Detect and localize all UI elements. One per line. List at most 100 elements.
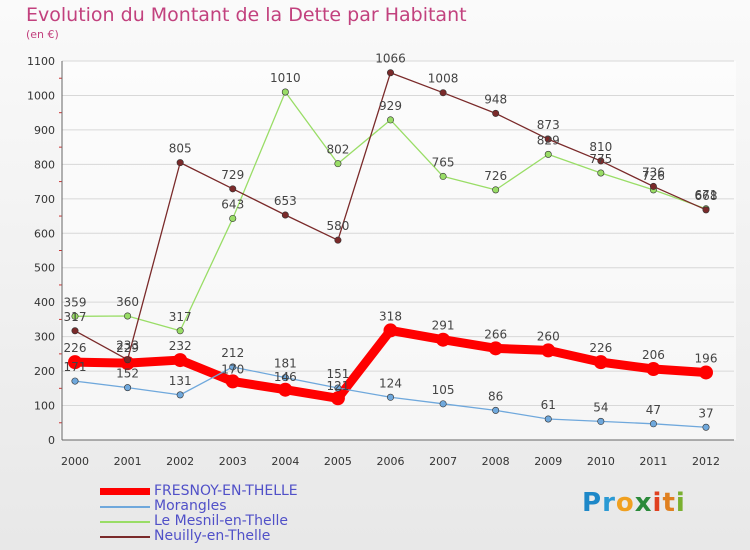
data-label-1: 181 [274, 357, 297, 371]
data-label-0: 266 [484, 327, 507, 341]
data-point-1 [439, 400, 447, 408]
y-tick-label: 400 [34, 296, 55, 309]
data-point-1 [649, 420, 657, 428]
data-point-3 [334, 236, 342, 244]
data-point-3 [176, 159, 184, 167]
data-point-1 [544, 415, 552, 423]
data-label-1: 54 [593, 400, 608, 414]
data-label-3: 736 [642, 165, 665, 179]
data-label-3: 810 [589, 140, 612, 154]
data-point-2 [229, 214, 237, 222]
x-tick-label: 2006 [377, 455, 405, 468]
data-label-0: 260 [537, 329, 560, 343]
data-point-3 [649, 182, 657, 190]
data-point-2 [544, 150, 552, 158]
data-label-1: 105 [432, 383, 455, 397]
legend-swatch-morangles [100, 506, 150, 508]
data-label-extra: 170 [221, 362, 244, 376]
data-point-1 [71, 377, 79, 385]
y-tick-label: 900 [34, 124, 55, 137]
data-label-2: 802 [326, 143, 349, 157]
data-label-3: 948 [484, 92, 507, 106]
data-point-2 [71, 312, 79, 320]
data-label-2: 726 [642, 169, 665, 183]
data-label-1: 124 [379, 376, 402, 390]
y-tick-label: 300 [34, 331, 55, 344]
data-point-3 [544, 135, 552, 143]
data-label-2: 643 [221, 197, 244, 211]
x-tick-label: 2007 [429, 455, 457, 468]
data-point-3 [281, 211, 289, 219]
data-label-0: 226 [64, 341, 87, 355]
data-label-1: 37 [698, 406, 713, 420]
data-label-1: 131 [169, 374, 192, 388]
data-label-3: 668 [695, 189, 718, 203]
data-point-0 [541, 343, 556, 358]
logo-letter: i [675, 488, 686, 518]
y-tick-label: 600 [34, 227, 55, 240]
data-label-3: 580 [326, 219, 349, 233]
legend-swatch-neuilly [100, 536, 150, 538]
data-point-0 [593, 355, 608, 370]
data-point-3 [702, 206, 710, 214]
data-point-1 [702, 423, 710, 431]
data-point-0 [699, 365, 713, 380]
data-point-2 [597, 169, 605, 177]
logo-letter: r [602, 488, 616, 518]
y-tick-label: 100 [34, 400, 55, 413]
data-point-0 [173, 353, 188, 368]
y-tick-label: 700 [34, 193, 55, 206]
data-label-extra: 229 [116, 341, 139, 355]
data-label-3: 233 [116, 339, 139, 353]
data-label-2: 829 [537, 133, 560, 147]
x-tick-label: 2002 [166, 455, 194, 468]
data-point-2 [334, 160, 342, 168]
data-point-0 [330, 391, 345, 406]
data-label-3: 805 [169, 142, 192, 156]
data-label-0: 206 [642, 348, 665, 362]
legend-label-neuilly: Neuilly-en-Thelle [154, 528, 271, 544]
data-point-2 [386, 116, 394, 124]
data-label-0: 291 [432, 319, 455, 333]
data-label-0: 318 [379, 309, 402, 323]
data-label-extra: 121 [326, 379, 349, 393]
data-label-extra: 146 [274, 370, 297, 384]
data-label-1: 152 [116, 367, 139, 381]
data-point-0 [488, 341, 503, 356]
data-point-2 [281, 88, 289, 96]
data-point-3 [229, 185, 237, 193]
data-label-2: 726 [484, 169, 507, 183]
plot-area [60, 61, 736, 440]
data-label-2: 765 [432, 155, 455, 169]
data-point-0 [383, 323, 398, 338]
data-label-1: 86 [488, 389, 503, 403]
data-point-0 [225, 374, 240, 389]
data-point-2 [176, 327, 184, 335]
data-point-1 [597, 417, 605, 425]
logo-letter: i [652, 488, 663, 518]
data-label-3: 317 [64, 310, 87, 324]
data-point-0 [278, 382, 293, 397]
data-point-3 [492, 109, 500, 117]
data-point-2 [492, 186, 500, 194]
data-label-2: 929 [379, 99, 402, 113]
data-label-2: 360 [116, 295, 139, 309]
legend-swatch-mesnil [100, 521, 150, 523]
x-tick-label: 2005 [324, 455, 352, 468]
data-point-1 [492, 406, 500, 414]
data-label-1: 212 [221, 346, 244, 360]
legend-label-fresnoy: FRESNOY-EN-THELLE [154, 483, 298, 499]
x-tick-label: 2001 [114, 455, 142, 468]
logo-letter: P [582, 488, 603, 518]
data-point-1 [176, 391, 184, 399]
data-label-3: 729 [221, 168, 244, 182]
logo-letter: o [615, 488, 635, 518]
data-point-3 [71, 327, 79, 335]
line-chart: 0 100 200 300 400 500 600 700 800 900 1000 1100 2000… [27, 52, 736, 468]
data-label-0: 196 [695, 351, 718, 365]
data-point-1 [281, 374, 289, 382]
data-point-0 [646, 362, 661, 377]
data-label-1: 151 [326, 367, 349, 381]
x-tick-label: 2008 [482, 455, 510, 468]
